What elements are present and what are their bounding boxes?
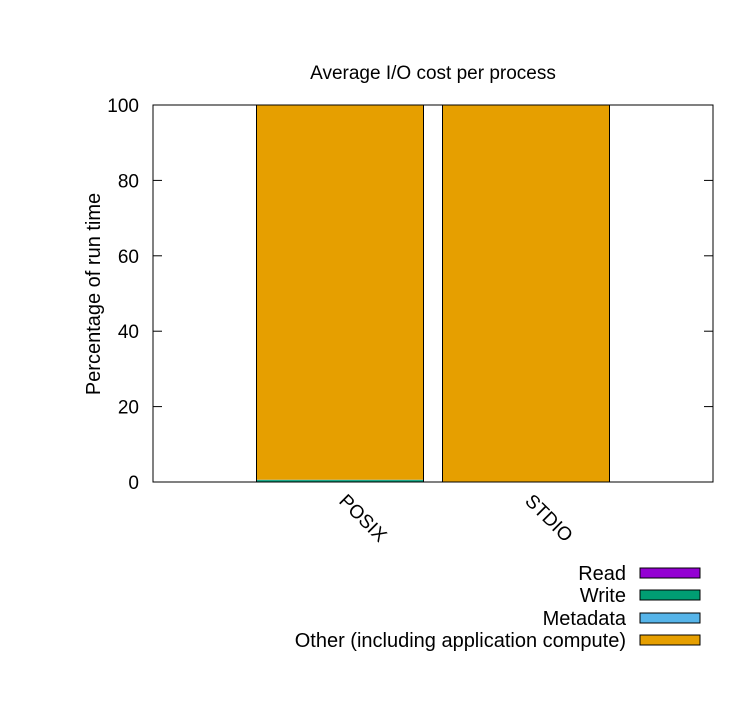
y-tick-label: 60 — [118, 247, 139, 268]
legend-label-metadata: Metadata — [543, 608, 627, 630]
bar-segment-posix-write — [256, 480, 424, 482]
y-tick-label: 20 — [118, 398, 139, 419]
x-ticks-group: POSIX STDIO — [334, 491, 576, 547]
legend-swatch-metadata — [639, 612, 701, 624]
y-tick-label: 100 — [107, 96, 139, 117]
chart-title: Average I/O cost per process — [310, 63, 556, 84]
bars-group — [256, 104, 610, 483]
y-ticks-group: 0 20 40 60 80 100 — [107, 96, 713, 494]
legend-swatch-other — [639, 634, 701, 646]
legend-label-other: Other (including application compute) — [295, 630, 626, 652]
legend-label-read: Read — [578, 563, 626, 585]
y-tick-label: 40 — [118, 322, 139, 343]
bar-segment-stdio-other — [442, 105, 610, 482]
legend-swatch-read — [639, 567, 701, 579]
legend-swatch-write — [639, 589, 701, 601]
x-tick-label-stdio: STDIO — [520, 491, 576, 547]
y-axis-label: Percentage of run time — [83, 193, 105, 395]
legend-label-write: Write — [580, 585, 626, 607]
plot-frame — [152, 104, 714, 483]
y-tick-label: 0 — [128, 473, 139, 494]
y-tick-label: 80 — [118, 171, 139, 192]
bar-segment-posix-other — [256, 105, 424, 480]
x-tick-label-posix: POSIX — [334, 491, 390, 547]
axes-group — [152, 104, 714, 483]
